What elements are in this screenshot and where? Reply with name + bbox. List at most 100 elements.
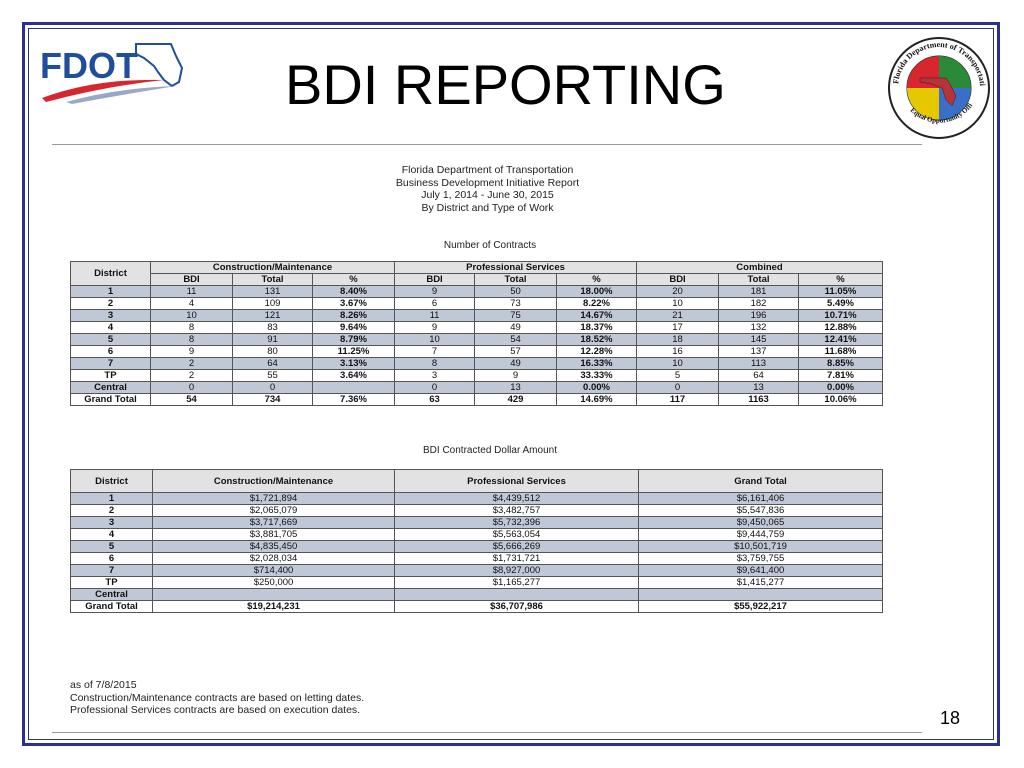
table-cell: 18 <box>636 333 720 346</box>
table-cell: $4,439,512 <box>394 492 639 505</box>
table-row: 7 $714,400 $8,927,000 $9,641,400 <box>70 564 883 577</box>
table-cell <box>394 588 639 601</box>
table-cell: 0.00% <box>556 381 638 394</box>
table-cell: 64 <box>232 357 313 370</box>
table-row: 6 $2,028,034 $1,731,721 $3,759,755 <box>70 552 883 565</box>
table-cell: $1,721,894 <box>152 492 395 505</box>
table-cell: 18.37% <box>556 321 638 334</box>
table-cell: $6,161,406 <box>638 492 883 505</box>
table-cell: 54 <box>474 333 558 346</box>
table-cell: $5,547,836 <box>638 504 883 517</box>
table-cell: 33.33% <box>556 369 638 382</box>
table-cell: 9 <box>394 285 476 298</box>
table-cell: 12.28% <box>556 345 638 358</box>
district-cell: 3 <box>70 309 151 322</box>
table-cell: $714,400 <box>152 564 395 577</box>
district-cell: 2 <box>70 504 153 517</box>
table-cell: 8 <box>150 321 233 334</box>
table-cell: $10,501,719 <box>638 540 883 553</box>
table-cell: 73 <box>474 297 558 310</box>
table-cell: 9 <box>394 321 476 334</box>
table-cell: 17 <box>636 321 720 334</box>
table-cell: $5,666,269 <box>394 540 639 553</box>
table-cell: 10 <box>636 357 720 370</box>
sub-header: Total <box>232 273 313 286</box>
table-cell: 145 <box>718 333 800 346</box>
table-cell: $36,707,986 <box>394 600 639 613</box>
table-cell: $5,563,054 <box>394 528 639 541</box>
table-cell: 12.41% <box>798 333 884 346</box>
footnotes: as of 7/8/2015 Construction/Maintenance … <box>70 679 364 717</box>
table-cell: 14.67% <box>556 309 638 322</box>
table-cell: 10 <box>394 333 476 346</box>
table-row: 4 8 83 9.64% 9 49 18.37% 17 132 12.88% <box>70 321 884 334</box>
report-line-3: July 1, 2014 - June 30, 2015 <box>421 189 554 201</box>
table-cell: 109 <box>232 297 313 310</box>
report-line-1: Florida Department of Transportation <box>401 164 574 176</box>
table-cell: 8.40% <box>311 285 396 298</box>
sub-header: % <box>798 273 884 286</box>
sub-header: Total <box>718 273 800 286</box>
table-cell: $9,444,759 <box>638 528 883 541</box>
table-row: 2 4 109 3.67% 6 73 8.22% 10 182 5.49% <box>70 297 884 310</box>
district-cell: 4 <box>70 528 153 541</box>
table-cell: 8.26% <box>311 309 396 322</box>
table-cell: 80 <box>232 345 313 358</box>
district-cell: Central <box>70 381 151 394</box>
column-header: Professional Services <box>394 469 639 493</box>
table-row: Central 0 0 0 13 0.00% 0 13 0.00% <box>70 381 884 394</box>
district-cell: 6 <box>70 552 153 565</box>
footnote-professional: Professional Services contracts are base… <box>70 704 361 716</box>
table-cell: 13 <box>718 381 800 394</box>
table-cell: $9,450,065 <box>638 516 883 529</box>
table-cell: 11 <box>394 309 476 322</box>
table-cell: 3 <box>394 369 476 382</box>
bottom-divider <box>52 732 922 733</box>
table-cell: 18.00% <box>556 285 638 298</box>
table-row: 2 $2,065,079 $3,482,757 $5,547,836 <box>70 504 883 517</box>
table-cell <box>638 588 883 601</box>
sub-header: % <box>311 273 396 286</box>
grand-total-row: Grand Total 54 734 7.36% 63 429 14.69% 117 1163 1… <box>70 393 884 406</box>
table-cell: 182 <box>718 297 800 310</box>
table-row: 1 $1,721,894 $4,439,512 $6,161,406 <box>70 492 883 505</box>
group-header-professional: Professional Services <box>394 261 638 274</box>
table-cell: 8 <box>150 333 233 346</box>
table-cell: 3.13% <box>311 357 396 370</box>
sub-header: BDI <box>636 273 720 286</box>
sub-header: % <box>556 273 638 286</box>
column-header: Construction/Maintenance <box>152 469 395 493</box>
table-cell: 117 <box>636 393 720 406</box>
district-cell: TP <box>70 576 153 589</box>
table-cell: $8,927,000 <box>394 564 639 577</box>
table-cell: 10 <box>636 297 720 310</box>
district-cell: 1 <box>70 285 151 298</box>
table-row: 4 $3,881,705 $5,563,054 $9,444,759 <box>70 528 883 541</box>
table-row: 7 2 64 3.13% 8 49 16.33% 10 113 8.85% <box>70 357 884 370</box>
table-cell: $1,415,277 <box>638 576 883 589</box>
table-cell: $3,881,705 <box>152 528 395 541</box>
table-cell: 8.22% <box>556 297 638 310</box>
table-cell: 1163 <box>718 393 800 406</box>
table-cell: 132 <box>718 321 800 334</box>
slide-title: BDI REPORTING <box>285 53 726 116</box>
report-header: Florida Department of Transportation Bus… <box>340 164 635 214</box>
table-cell: 16 <box>636 345 720 358</box>
fdot-logo: FDOT <box>36 36 186 106</box>
table-cell: 181 <box>718 285 800 298</box>
table-cell: $3,717,669 <box>152 516 395 529</box>
table-cell: $55,922,217 <box>638 600 883 613</box>
district-cell: Central <box>70 588 153 601</box>
footnote-date: as of 7/8/2015 <box>70 679 137 691</box>
slide-frame-inner <box>28 28 994 740</box>
dollars-table: District Construction/Maintenance Professi… <box>70 469 883 613</box>
table-cell: 7 <box>394 345 476 358</box>
table-cell: 9 <box>474 369 558 382</box>
column-header: District <box>70 469 153 493</box>
table-cell: $3,759,755 <box>638 552 883 565</box>
district-cell: 7 <box>70 564 153 577</box>
table-cell: 429 <box>474 393 558 406</box>
table-cell: 57 <box>474 345 558 358</box>
contracts-caption: Number of Contracts <box>443 240 537 251</box>
grand-total-row: Grand Total $19,214,231 $36,707,986 $55,922… <box>70 600 883 613</box>
